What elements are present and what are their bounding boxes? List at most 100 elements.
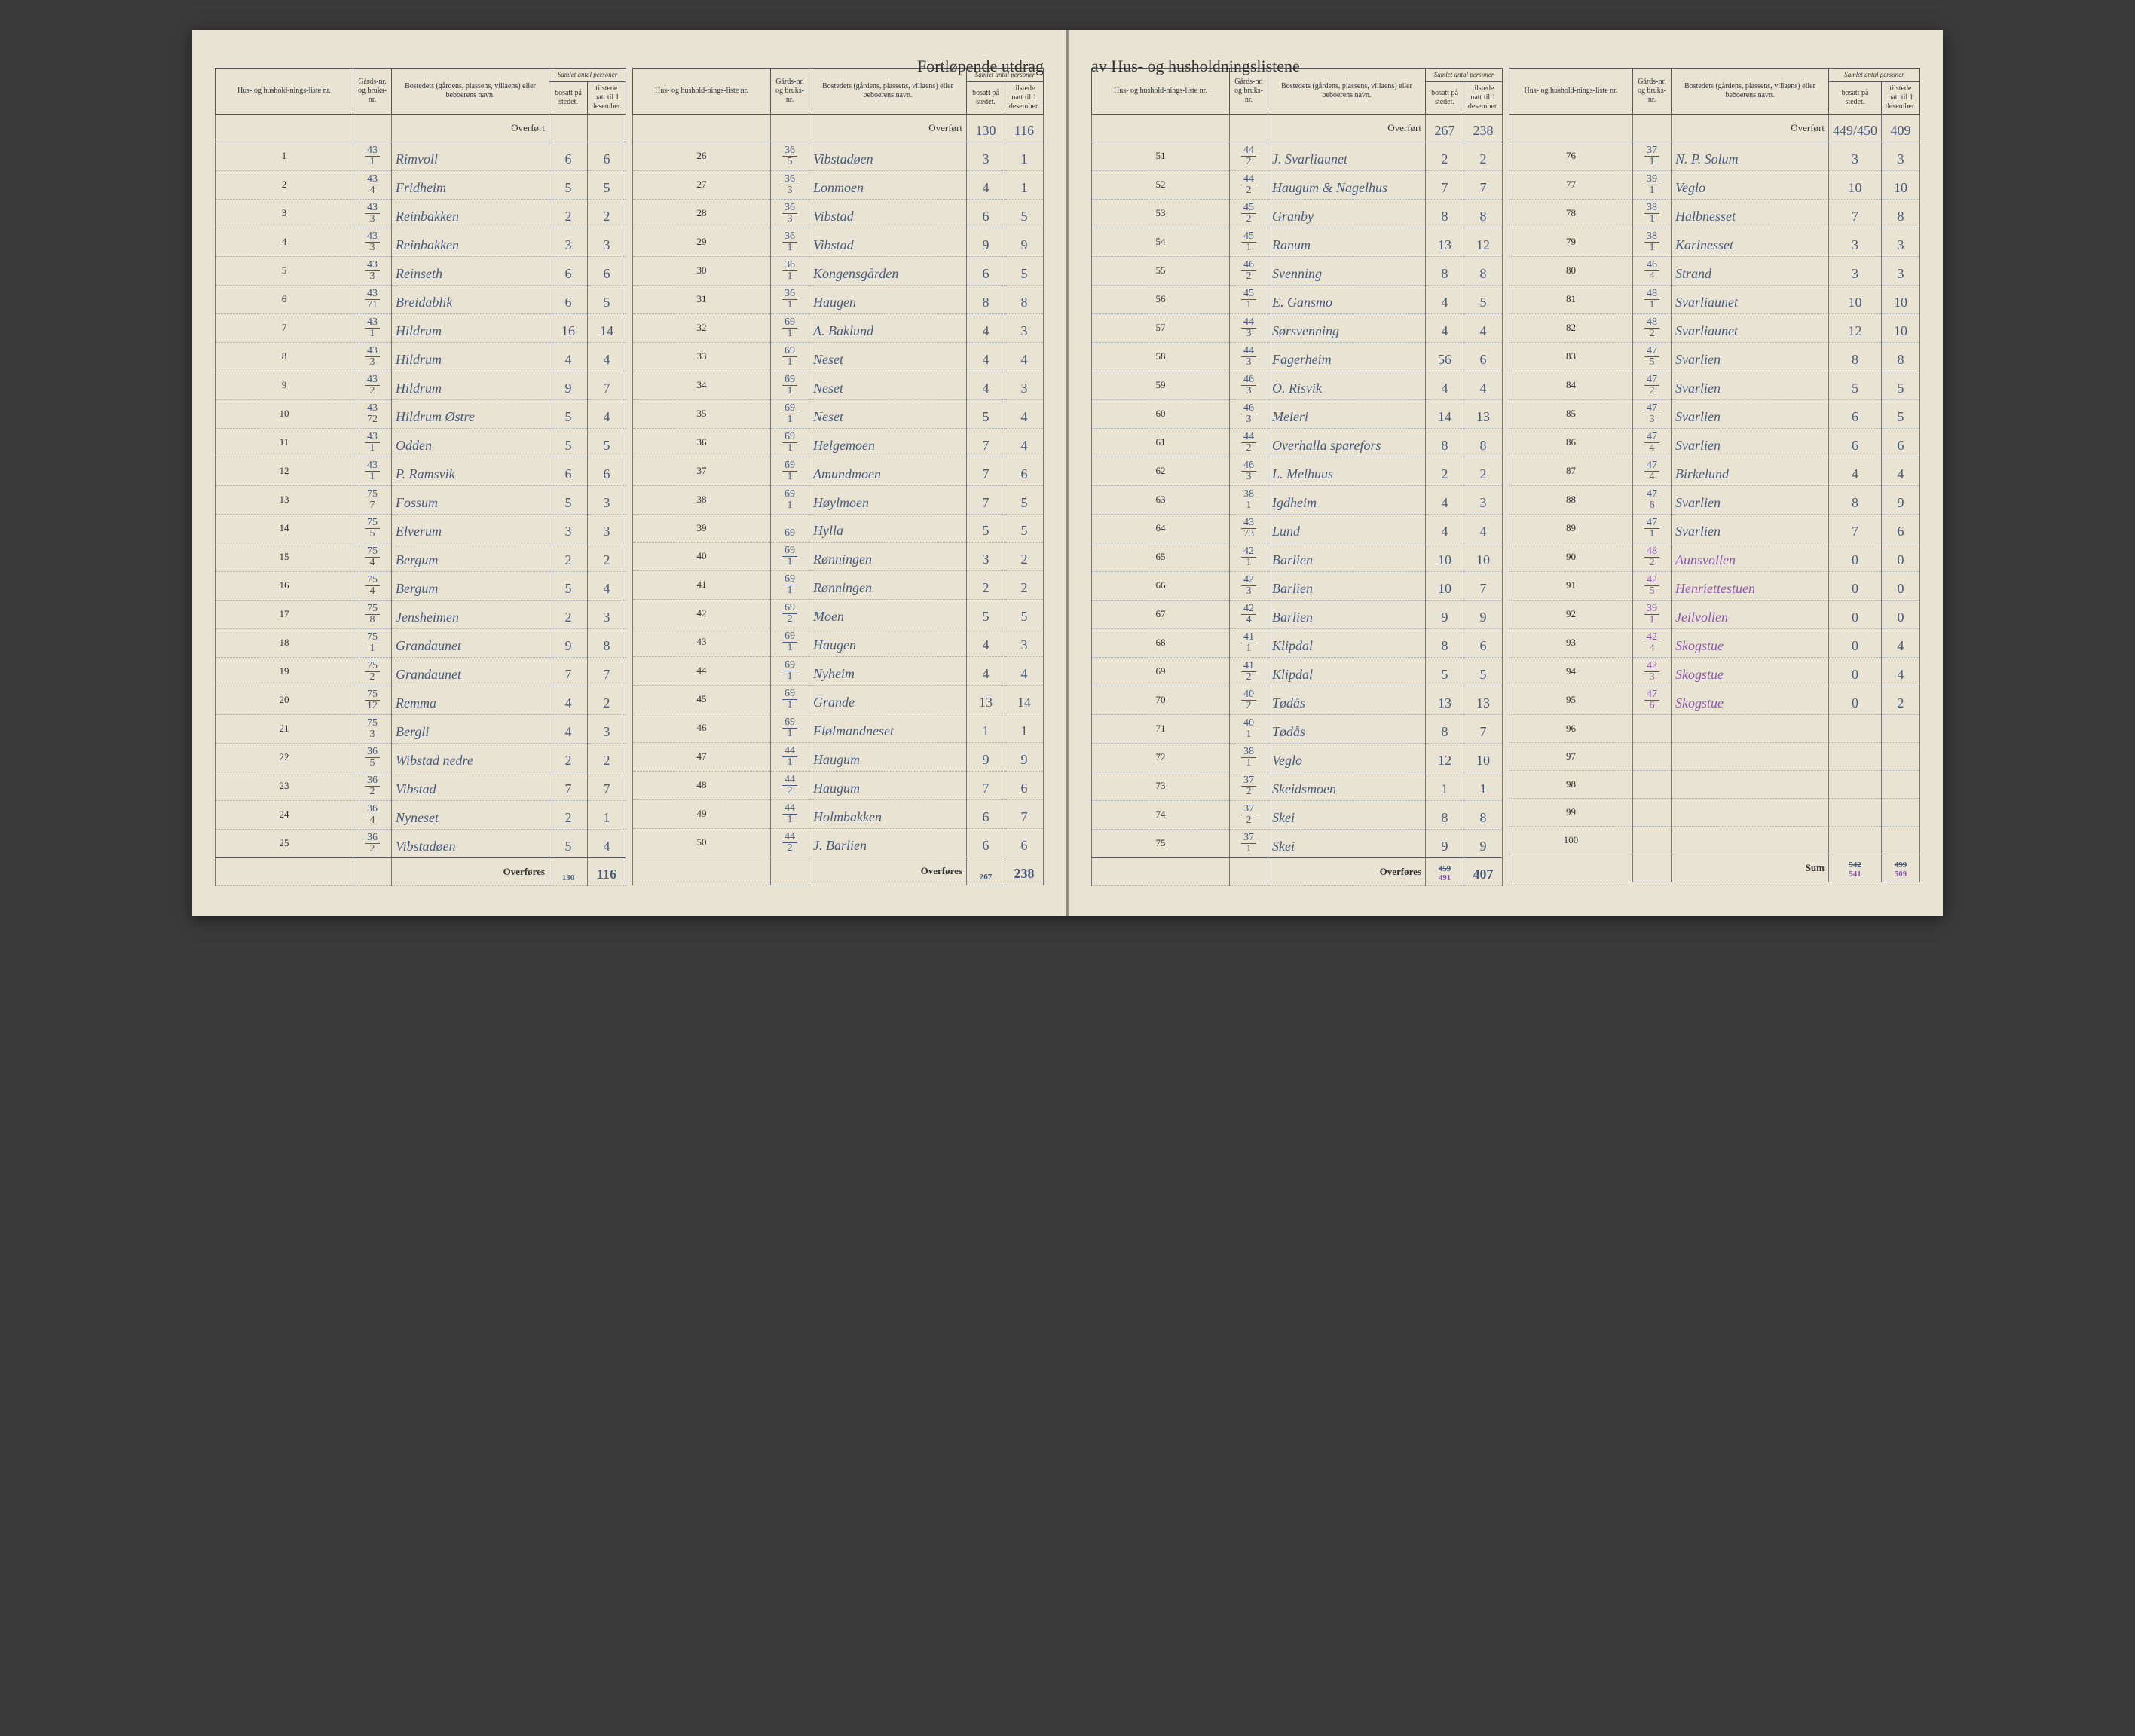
bosatt-count: 8 (1426, 428, 1464, 457)
tilstede-count: 5 (1464, 657, 1503, 686)
bosatt-count: 9 (1426, 829, 1464, 857)
ledger-row: 54451Ranum1312 (1092, 228, 1503, 256)
tilstede-count: 5 (1464, 285, 1503, 313)
ledger-row: 51442J. Svarliaunet22 (1092, 142, 1503, 170)
row-number: 37 (633, 457, 771, 485)
ledger-row: 23362Vibstad77 (216, 772, 626, 800)
tilstede-count: 14 (1005, 685, 1044, 714)
row-number: 42 (633, 599, 771, 628)
tilstede-count: 5 (1882, 399, 1920, 428)
gards-nr: 691 (771, 714, 809, 742)
bosatt-count: 3 (549, 514, 588, 542)
ledger-row: 11431Odden55 (216, 428, 626, 457)
hdr-tilstede: tilstede natt til 1 desember. (1464, 81, 1503, 114)
bosatt-count: 12 (1828, 313, 1881, 342)
tilstede-count: 3 (1882, 256, 1920, 285)
tilstede-count: 2 (588, 542, 626, 571)
bosatt-count: 2 (1426, 457, 1464, 485)
gards-nr: 463 (1230, 399, 1268, 428)
bosted-name: Skogstue (1671, 628, 1828, 657)
bosatt-count: 5 (549, 170, 588, 199)
row-number: 58 (1092, 342, 1230, 371)
ledger-row: 19752Grandaunet77 (216, 657, 626, 686)
gards-nr: 441 (771, 742, 809, 771)
tilstede-count (1882, 770, 1920, 798)
row-number: 2 (216, 170, 353, 199)
carry-out-tilstede: 407 (1464, 857, 1503, 885)
row-number: 12 (216, 457, 353, 485)
row-number: 43 (633, 628, 771, 656)
row-number: 35 (633, 399, 771, 428)
tilstede-count: 3 (1882, 228, 1920, 256)
row-number: 92 (1509, 600, 1633, 628)
gards-nr: 433 (353, 256, 392, 285)
gards-nr: 442 (1230, 428, 1268, 457)
gards-nr: 441 (771, 799, 809, 828)
bosatt-count: 0 (1828, 542, 1881, 571)
row-number: 64 (1092, 514, 1230, 542)
tilstede-count: 3 (1464, 485, 1503, 514)
tilstede-count: 10 (1882, 285, 1920, 313)
row-number: 81 (1509, 285, 1633, 313)
row-number: 82 (1509, 313, 1633, 342)
row-number: 13 (216, 485, 353, 514)
row-number: 62 (1092, 457, 1230, 485)
gards-nr (1632, 770, 1671, 798)
tilstede-count: 8 (1464, 800, 1503, 829)
tilstede-count: 4 (1005, 656, 1044, 685)
gards-nr: 424 (1230, 600, 1268, 628)
bosted-name: Haugen (809, 628, 967, 656)
row-number: 10 (216, 399, 353, 428)
ledger-row: 18751Grandaunet98 (216, 628, 626, 657)
ledger-row: 84472Svarlien55 (1509, 371, 1920, 399)
gards-nr: 476 (1632, 485, 1671, 514)
bosted-name: Tødås (1268, 714, 1426, 743)
bosted-name: Holmbakken (809, 799, 967, 828)
ledger-row: 76371N. P. Solum33 (1509, 142, 1920, 170)
bosatt-count: 10 (1828, 170, 1881, 199)
ledger-row: 38691Høylmoen75 (633, 485, 1044, 514)
ledger-row: 44691Nyheim44 (633, 656, 1044, 685)
bosatt-count: 3 (967, 142, 1005, 170)
gards-nr: 691 (771, 428, 809, 457)
row-number: 14 (216, 514, 353, 542)
row-number: 73 (1092, 772, 1230, 800)
bosted-name: Meieri (1268, 399, 1426, 428)
tilstede-count: 6 (1882, 514, 1920, 542)
gards-nr (1632, 714, 1671, 742)
row-number: 56 (1092, 285, 1230, 313)
bosted-name: Svenning (1268, 256, 1426, 285)
ledger-spread: Fortløpende utdrag Hus- og hushold-nings… (192, 30, 1943, 916)
tilstede-count: 7 (588, 657, 626, 686)
ledger-row: 7431Hildrum1614 (216, 313, 626, 342)
tilstede-count: 3 (588, 485, 626, 514)
tilstede-count: 3 (1005, 628, 1044, 656)
ledger-row: 5433Reinseth66 (216, 256, 626, 285)
bosatt-count: 6 (549, 142, 588, 170)
tilstede-count: 5 (588, 285, 626, 313)
carry-in-tilstede: 116 (1005, 114, 1044, 142)
carry-in-tilstede: 238 (1464, 114, 1503, 142)
gards-nr: 361 (771, 228, 809, 256)
tilstede-count: 4 (1005, 428, 1044, 457)
tilstede-count: 9 (1464, 829, 1503, 857)
hdr-tilstede: tilstede natt til 1 desember. (1882, 81, 1920, 114)
gards-nr: 442 (771, 828, 809, 857)
gards-nr: 372 (1230, 772, 1268, 800)
tilstede-count: 6 (1464, 342, 1503, 371)
bosatt-count: 9 (1426, 600, 1464, 628)
ledger-row: 87474Birkelund44 (1509, 457, 1920, 485)
gards-nr (1632, 798, 1671, 826)
gards-nr: 4371 (353, 285, 392, 313)
bosatt-count (1828, 798, 1881, 826)
gards-nr: 691 (771, 656, 809, 685)
bosatt-count: 2 (549, 199, 588, 228)
bosted-name: Remma (392, 686, 549, 714)
gards-nr: 691 (771, 570, 809, 599)
hdr-husliste: Hus- og hushold-nings-liste nr. (216, 69, 353, 115)
gards-nr: 391 (1632, 600, 1671, 628)
bosted-name: Skei (1268, 800, 1426, 829)
gards-nr: 442 (771, 771, 809, 799)
row-number: 61 (1092, 428, 1230, 457)
gards-nr: 757 (353, 485, 392, 514)
